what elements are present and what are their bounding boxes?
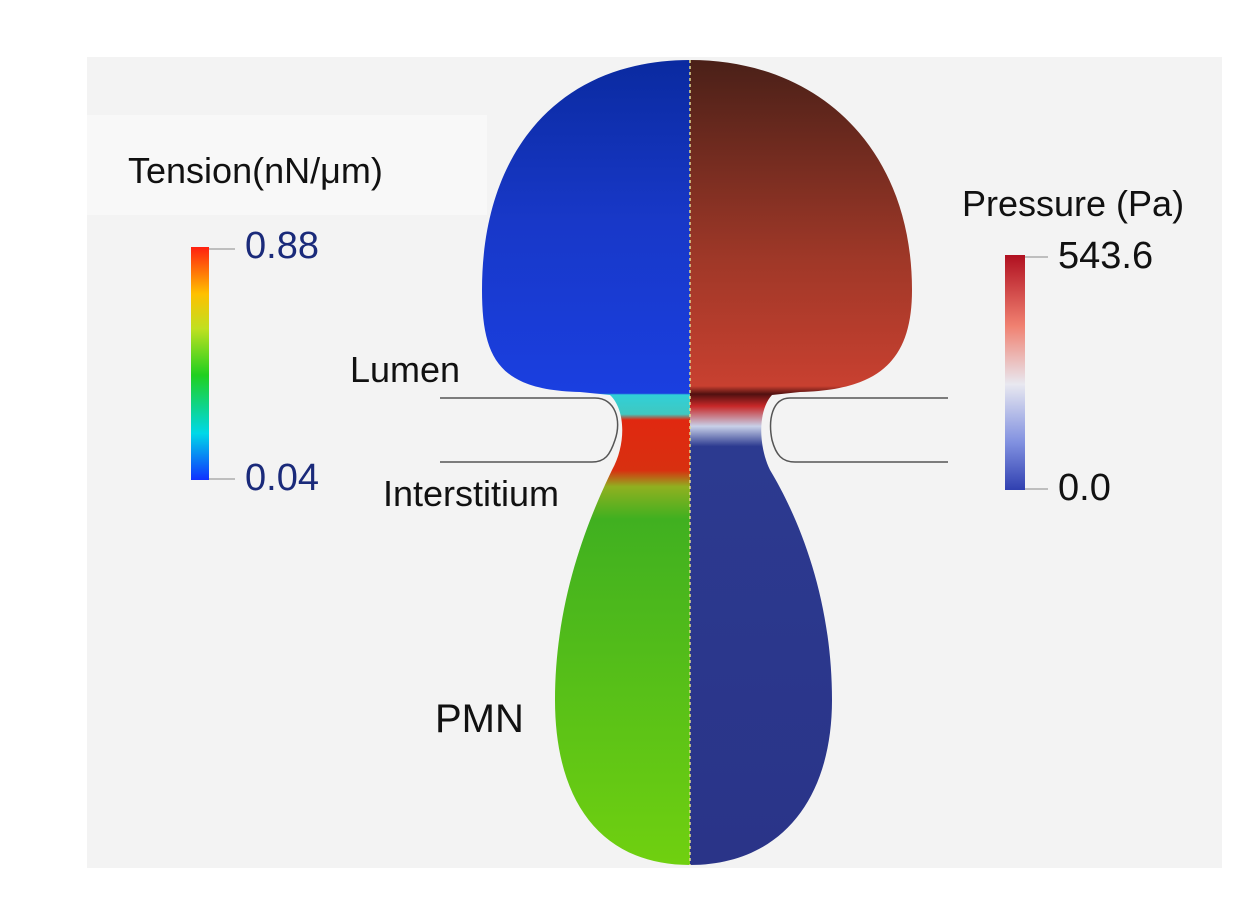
tension-max: 0.88 <box>245 225 319 267</box>
tension-colorbar <box>191 247 209 480</box>
title-box <box>87 115 487 215</box>
pressure-max: 543.6 <box>1058 235 1153 277</box>
tension-min: 0.04 <box>245 457 319 499</box>
tension-title: Tension(nN/μm) <box>128 150 383 191</box>
pressure-title: Pressure (Pa) <box>962 183 1184 224</box>
pmn-label: PMN <box>435 697 524 741</box>
vessel-walls <box>440 397 948 463</box>
lumen-label: Lumen <box>350 349 460 390</box>
pressure-min: 0.0 <box>1058 467 1111 509</box>
pressure-colorbar <box>1005 255 1025 490</box>
interstitium-label: Interstitium <box>383 473 559 514</box>
